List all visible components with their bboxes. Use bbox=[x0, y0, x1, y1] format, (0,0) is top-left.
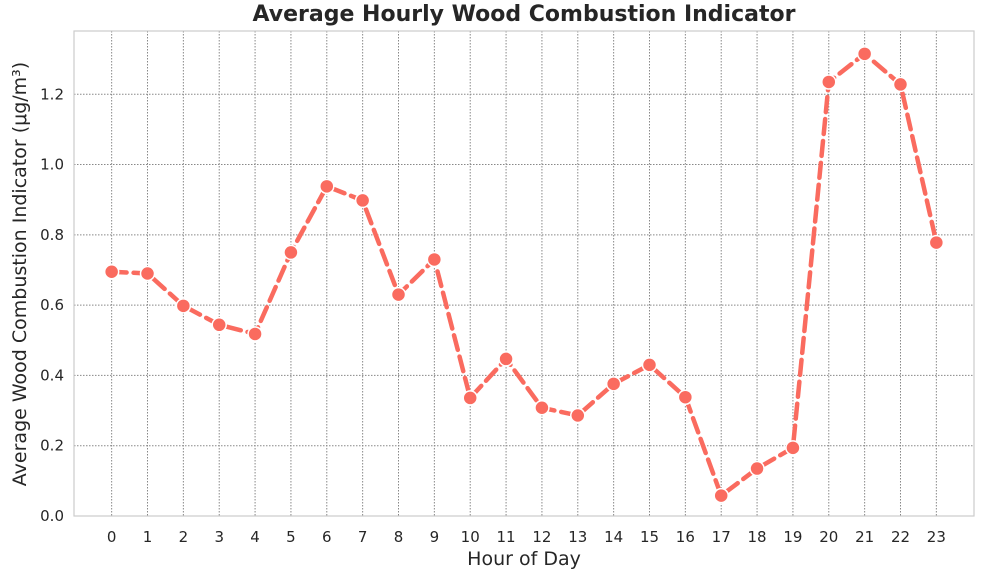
x-axis-ticks: 0 1 2 3 4 5 6 7 8 9 10 11 12 13 14 15 16 17 18 19 20 21 22 23 bbox=[107, 528, 946, 546]
data-point bbox=[426, 251, 443, 268]
data-point bbox=[641, 357, 658, 373]
x-tick-label: 3 bbox=[214, 528, 224, 546]
data-point bbox=[928, 234, 945, 251]
x-tick-label: 5 bbox=[286, 528, 296, 546]
y-tick-label: 0.8 bbox=[40, 226, 64, 244]
data-point bbox=[892, 76, 909, 93]
x-tick-label: 19 bbox=[783, 528, 802, 546]
data-point bbox=[570, 407, 586, 424]
data-point bbox=[749, 460, 765, 477]
x-tick-label: 20 bbox=[819, 528, 838, 546]
data-point bbox=[605, 376, 622, 392]
x-tick-label: 12 bbox=[532, 528, 551, 546]
x-tick-label: 6 bbox=[322, 528, 332, 546]
data-point bbox=[354, 192, 371, 209]
x-tick-label: 11 bbox=[497, 528, 516, 546]
x-tick-label: 18 bbox=[748, 528, 767, 546]
data-point bbox=[534, 400, 550, 416]
x-axis-label: Hour of Day bbox=[467, 548, 581, 570]
data-point bbox=[175, 298, 192, 314]
y-tick-label: 1.0 bbox=[40, 156, 64, 174]
data-point bbox=[713, 487, 729, 504]
data-point bbox=[247, 326, 263, 342]
x-tick-label: 2 bbox=[179, 528, 189, 546]
x-tick-label: 14 bbox=[604, 528, 623, 546]
data-point bbox=[498, 351, 514, 367]
data-point bbox=[211, 317, 227, 333]
y-axis-label: Average Wood Combustion Indicator (μg/m³… bbox=[9, 62, 31, 486]
x-tick-label: 15 bbox=[640, 528, 659, 546]
data-point bbox=[821, 74, 837, 90]
grid bbox=[74, 31, 974, 517]
x-tick-label: 22 bbox=[891, 528, 910, 546]
x-tick-label: 4 bbox=[250, 528, 260, 546]
data-point bbox=[462, 390, 478, 406]
data-point bbox=[103, 263, 120, 280]
y-tick-label: 0.0 bbox=[40, 507, 64, 525]
plot-area-frame bbox=[73, 30, 975, 517]
x-tick-label: 17 bbox=[712, 528, 731, 546]
x-tick-label: 13 bbox=[568, 528, 587, 546]
data-point bbox=[390, 286, 407, 303]
data-point bbox=[856, 46, 873, 62]
x-tick-label: 7 bbox=[358, 528, 368, 546]
x-tick-label: 21 bbox=[855, 528, 874, 546]
y-tick-label: 1.2 bbox=[40, 85, 64, 103]
x-tick-label: 23 bbox=[927, 528, 946, 546]
y-tick-label: 0.4 bbox=[40, 366, 64, 384]
x-tick-label: 8 bbox=[394, 528, 404, 546]
series-markers bbox=[103, 46, 945, 504]
x-tick-label: 10 bbox=[461, 528, 480, 546]
y-tick-label: 0.6 bbox=[40, 296, 64, 314]
x-tick-label: 0 bbox=[107, 528, 117, 546]
data-point bbox=[677, 389, 694, 405]
series-line bbox=[109, 51, 939, 498]
x-tick-label: 9 bbox=[430, 528, 440, 546]
x-tick-label: 1 bbox=[143, 528, 153, 546]
y-axis-ticks: 0.0 0.2 0.4 0.6 0.8 1.0 1.2 bbox=[40, 85, 64, 525]
x-tick-label: 16 bbox=[676, 528, 695, 546]
y-tick-label: 0.2 bbox=[40, 437, 64, 455]
chart-title: Average Hourly Wood Combustion Indicator bbox=[252, 2, 796, 27]
data-point bbox=[785, 440, 801, 456]
data-point bbox=[139, 265, 156, 282]
data-point bbox=[319, 178, 335, 195]
data-point bbox=[283, 244, 299, 261]
